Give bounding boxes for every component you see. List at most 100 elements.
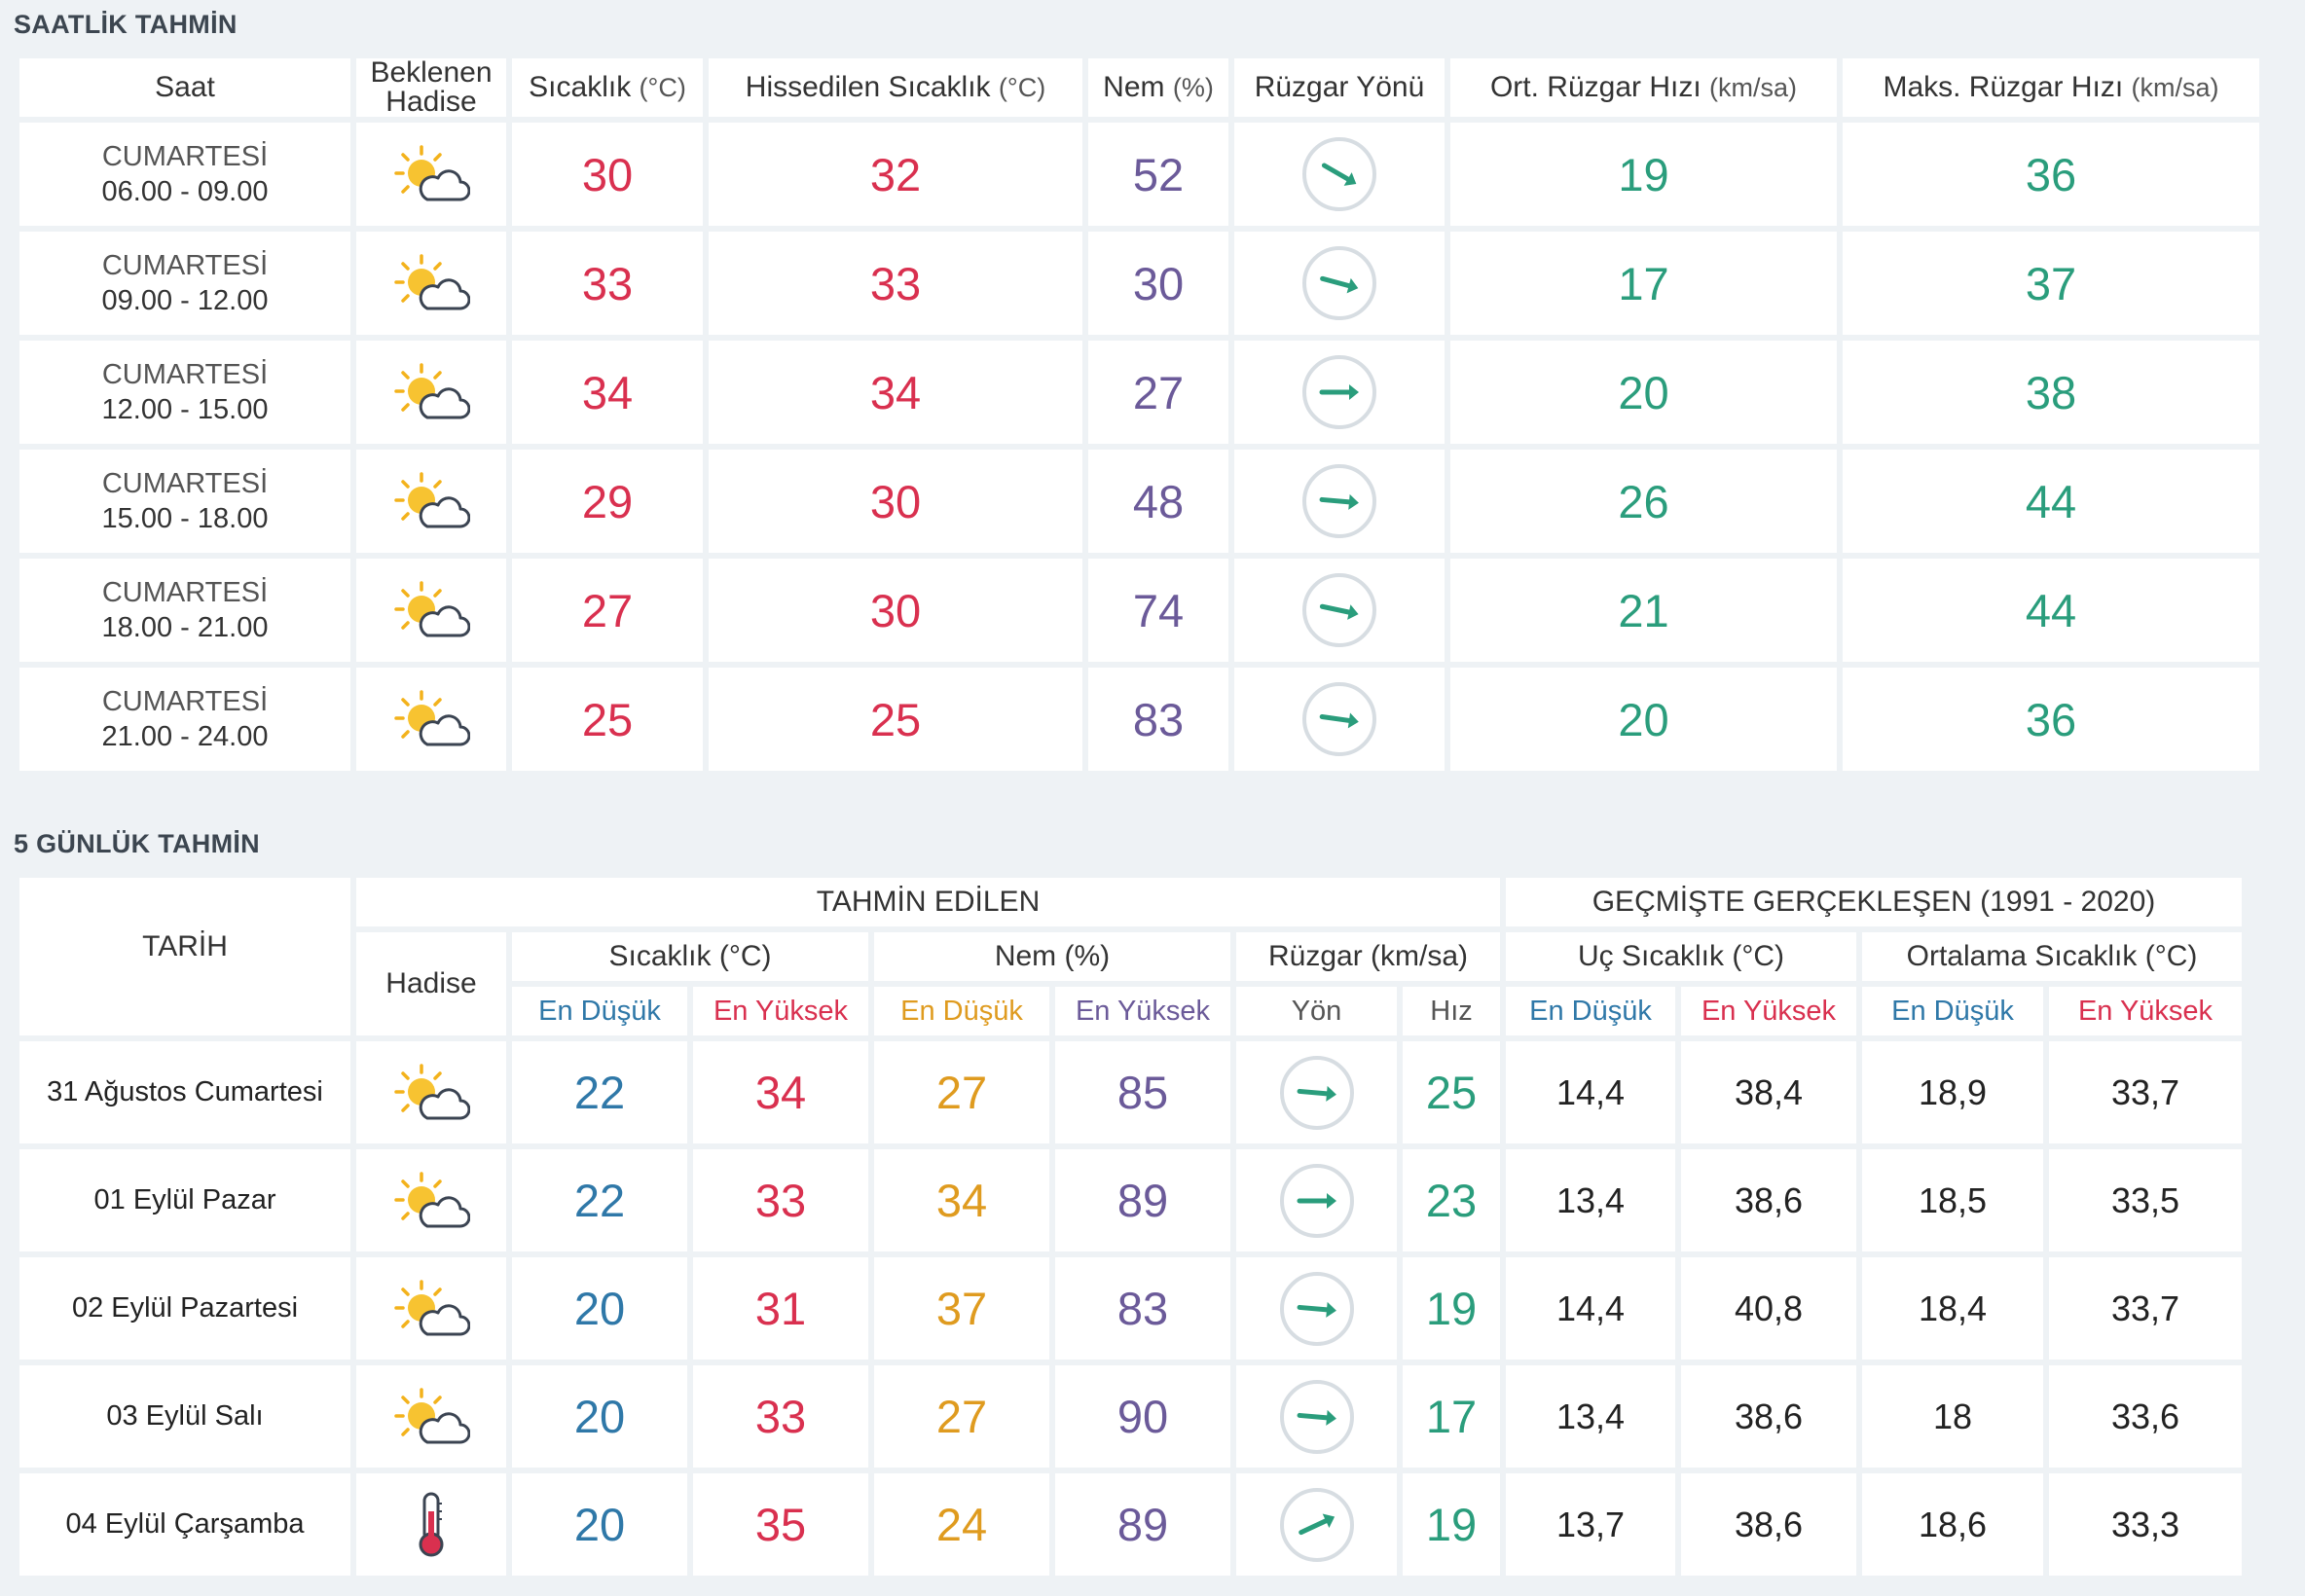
daily-avg-min: 18,9 <box>1862 1041 2043 1143</box>
hourly-max-wind: 37 <box>1843 232 2259 335</box>
header-temp-max: En Yüksek <box>693 987 868 1035</box>
header-daily-sicaklik: Sıcaklık (°C) <box>512 932 868 981</box>
wind-direction-icon <box>1234 450 1445 553</box>
daily-temp-min: 22 <box>512 1041 687 1143</box>
partly-sunny-icon <box>356 1041 506 1143</box>
daily-row: 03 Eylül Salı 20 33 27 90 17 13,4 38,6 18 33,6 <box>19 1365 2242 1468</box>
hourly-avg-wind: 26 <box>1450 450 1837 553</box>
hourly-temp: 30 <box>512 123 703 226</box>
daily-ext-max: 38,4 <box>1681 1041 1856 1143</box>
daily-ext-min: 14,4 <box>1506 1041 1675 1143</box>
hourly-avg-wind: 19 <box>1450 123 1837 226</box>
hourly-temp: 33 <box>512 232 703 335</box>
wind-direction-icon <box>1236 1257 1397 1360</box>
hourly-header-row: Saat Beklenen Hadise Sıcaklık (°C) Hisse… <box>19 58 2259 117</box>
hourly-day: CUMARTESİ <box>101 140 269 172</box>
hourly-feels-like: 34 <box>709 341 1082 444</box>
daily-ext-min: 13,4 <box>1506 1365 1675 1468</box>
daily-row: 01 Eylül Pazar 22 33 34 89 23 13,4 38,6 18,5 33,5 <box>19 1149 2242 1251</box>
daily-temp-max: 33 <box>693 1149 868 1251</box>
header-daily-nem: Nem (%) <box>874 932 1230 981</box>
hourly-time-range: 21.00 - 24.00 <box>101 721 269 752</box>
wind-direction-icon <box>1236 1149 1397 1251</box>
daily-hum-min: 27 <box>874 1365 1049 1468</box>
hourly-day: CUMARTESİ <box>101 249 269 281</box>
hourly-avg-wind: 20 <box>1450 341 1837 444</box>
hourly-temp: 25 <box>512 668 703 771</box>
daily-section-title: 5 GÜNLÜK TAHMİN <box>14 829 260 858</box>
daily-hum-max: 85 <box>1055 1041 1230 1143</box>
partly-sunny-icon <box>356 123 506 226</box>
hourly-max-wind: 44 <box>1843 559 2259 662</box>
daily-temp-min: 20 <box>512 1257 687 1360</box>
header-daily-ruzgar: Rüzgar (km/sa) <box>1236 932 1500 981</box>
daily-wind-speed: 23 <box>1403 1149 1500 1251</box>
header-nem-label: Nem <box>1103 71 1165 103</box>
partly-sunny-icon <box>356 668 506 771</box>
hourly-section-title: SAATLİK TAHMİN <box>14 10 238 39</box>
hourly-max-wind: 36 <box>1843 668 2259 771</box>
hourly-time-cell: CUMARTESİ 09.00 - 12.00 <box>19 232 350 335</box>
hourly-day: CUMARTESİ <box>101 685 269 717</box>
header-maks-ruzgar-unit: (km/sa) <box>2131 73 2219 102</box>
daily-avg-max: 33,7 <box>2049 1041 2242 1143</box>
hourly-time-range: 09.00 - 12.00 <box>101 285 269 316</box>
hourly-day: CUMARTESİ <box>101 467 269 499</box>
daily-ext-min: 13,4 <box>1506 1149 1675 1251</box>
partly-sunny-icon <box>356 232 506 335</box>
hourly-humidity: 52 <box>1088 123 1228 226</box>
header-ort-ruzgar-unit: (km/sa) <box>1709 73 1798 102</box>
wind-direction-icon <box>1234 559 1445 662</box>
header-nem: Nem (%) <box>1088 58 1228 117</box>
daily-ext-min: 13,7 <box>1506 1473 1675 1576</box>
daily-hum-min: 37 <box>874 1257 1049 1360</box>
hourly-feels-like: 32 <box>709 123 1082 226</box>
hourly-avg-wind: 21 <box>1450 559 1837 662</box>
hourly-feels-like: 30 <box>709 450 1082 553</box>
header-gecmiste: GEÇMİŞTE GERÇEKLEŞEN (1991 - 2020) <box>1506 878 2242 926</box>
hourly-day: CUMARTESİ <box>101 576 269 608</box>
hourly-humidity: 74 <box>1088 559 1228 662</box>
hourly-temp: 29 <box>512 450 703 553</box>
hourly-avg-wind: 17 <box>1450 232 1837 335</box>
daily-wind-speed: 17 <box>1403 1365 1500 1468</box>
partly-sunny-icon <box>356 559 506 662</box>
header-tarih: TARİH <box>19 878 350 1035</box>
wind-direction-icon <box>1236 1041 1397 1143</box>
hourly-time-range: 06.00 - 09.00 <box>101 176 269 207</box>
hourly-humidity: 30 <box>1088 232 1228 335</box>
hourly-temp: 27 <box>512 559 703 662</box>
hourly-time-range: 15.00 - 18.00 <box>101 503 269 534</box>
header-beklenen-line1: Beklenen <box>370 58 493 89</box>
daily-avg-min: 18,5 <box>1862 1149 2043 1251</box>
header-beklenen-line2: Hadise <box>385 86 477 117</box>
daily-forecast-table: TARİH TAHMİN EDİLEN GEÇMİŞTE GERÇEKLEŞEN… <box>14 872 2248 1581</box>
hourly-feels-like: 33 <box>709 232 1082 335</box>
daily-wind-speed: 19 <box>1403 1257 1500 1360</box>
header-nem-unit: (%) <box>1172 73 1214 102</box>
header-tahmin-edilen: TAHMİN EDİLEN <box>356 878 1500 926</box>
hourly-feels-like: 25 <box>709 668 1082 771</box>
daily-ext-max: 38,6 <box>1681 1149 1856 1251</box>
daily-ext-max: 40,8 <box>1681 1257 1856 1360</box>
hourly-max-wind: 36 <box>1843 123 2259 226</box>
daily-hum-max: 89 <box>1055 1149 1230 1251</box>
daily-header-row-1: TARİH TAHMİN EDİLEN GEÇMİŞTE GERÇEKLEŞEN… <box>19 878 2242 1035</box>
daily-date: 02 Eylül Pazartesi <box>19 1257 350 1360</box>
hourly-temp: 34 <box>512 341 703 444</box>
header-maks-ruzgar: Maks. Rüzgar Hızı (km/sa) <box>1843 58 2259 117</box>
partly-sunny-icon <box>356 341 506 444</box>
header-sicaklik: Sıcaklık (°C) <box>512 58 703 117</box>
wind-direction-icon <box>1236 1365 1397 1468</box>
thermometer-icon <box>356 1473 506 1576</box>
hourly-row: CUMARTESİ 09.00 - 12.00 33 33 30 17 37 <box>19 232 2259 335</box>
hourly-row: CUMARTESİ 18.00 - 21.00 27 30 74 21 44 <box>19 559 2259 662</box>
wind-direction-icon <box>1236 1473 1397 1576</box>
wind-direction-icon <box>1234 668 1445 771</box>
daily-hum-max: 90 <box>1055 1365 1230 1468</box>
daily-date: 04 Eylül Çarşamba <box>19 1473 350 1576</box>
daily-hum-min: 27 <box>874 1041 1049 1143</box>
header-avg-min: En Düşük <box>1862 987 2043 1035</box>
hourly-row: CUMARTESİ 12.00 - 15.00 34 34 27 20 38 <box>19 341 2259 444</box>
header-maks-ruzgar-label: Maks. Rüzgar Hızı <box>1883 71 2124 103</box>
